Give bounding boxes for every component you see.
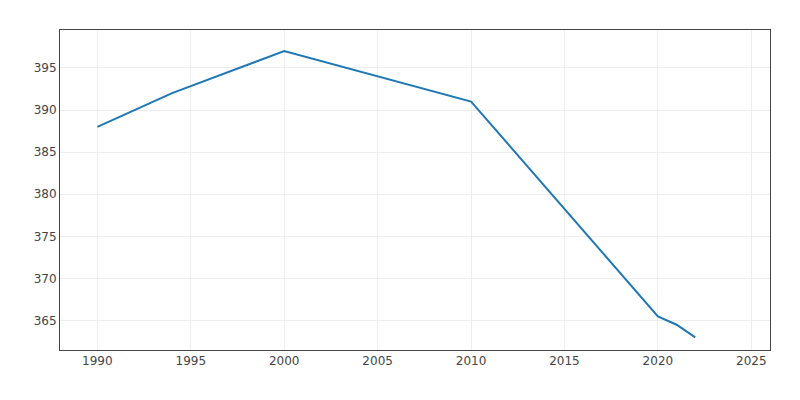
svg-text:365: 365 xyxy=(34,314,57,328)
svg-text:370: 370 xyxy=(34,272,57,286)
svg-text:380: 380 xyxy=(34,187,57,201)
svg-text:2025: 2025 xyxy=(736,354,767,368)
svg-text:2010: 2010 xyxy=(456,354,487,368)
svg-text:2000: 2000 xyxy=(269,354,300,368)
svg-text:1990: 1990 xyxy=(82,354,113,368)
svg-text:1995: 1995 xyxy=(176,354,207,368)
svg-text:2020: 2020 xyxy=(643,354,674,368)
svg-text:375: 375 xyxy=(34,230,57,244)
svg-text:2005: 2005 xyxy=(362,354,393,368)
svg-text:385: 385 xyxy=(34,145,57,159)
svg-text:390: 390 xyxy=(34,103,57,117)
svg-text:395: 395 xyxy=(34,61,57,75)
svg-text:2015: 2015 xyxy=(549,354,580,368)
